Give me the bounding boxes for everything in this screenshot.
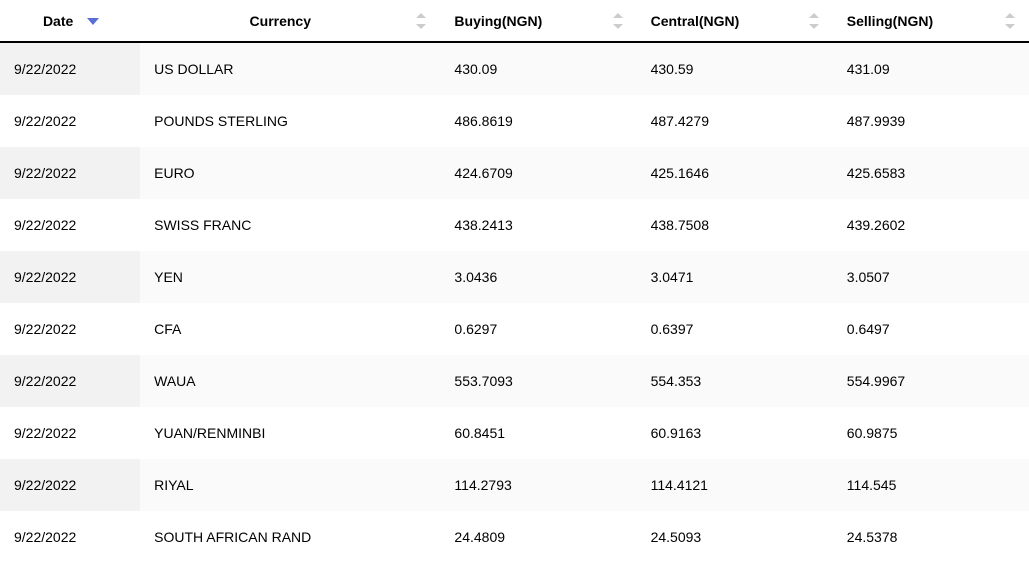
table-row: 9/22/2022SWISS FRANC438.2413438.7508439.… [0,199,1029,251]
chevron-up-icon [613,13,623,18]
cell-selling: 425.6583 [833,147,1029,199]
cell-date: 9/22/2022 [0,251,140,303]
sort-icon-date[interactable] [87,14,97,28]
cell-currency: WAUA [140,355,440,407]
cell-buying: 3.0436 [440,251,636,303]
cell-currency: SOUTH AFRICAN RAND [140,511,440,563]
cell-date: 9/22/2022 [0,355,140,407]
chevron-down-icon [416,24,426,29]
sort-icon-currency[interactable] [416,14,426,28]
cell-buying: 430.09 [440,42,636,95]
table-row: 9/22/2022US DOLLAR430.09430.59431.09 [0,42,1029,95]
cell-buying: 553.7093 [440,355,636,407]
cell-central: 0.6397 [637,303,833,355]
col-header-date[interactable]: Date [0,0,140,42]
cell-date: 9/22/2022 [0,95,140,147]
cell-buying: 424.6709 [440,147,636,199]
chevron-down-icon [613,24,623,29]
chevron-up-icon [809,13,819,18]
cell-buying: 486.8619 [440,95,636,147]
table-row: 9/22/2022WAUA553.7093554.353554.9967 [0,355,1029,407]
cell-central: 425.1646 [637,147,833,199]
cell-selling: 431.09 [833,42,1029,95]
chevron-up-icon [416,13,426,18]
cell-buying: 0.6297 [440,303,636,355]
cell-selling: 439.2602 [833,199,1029,251]
cell-currency: SWISS FRANC [140,199,440,251]
cell-date: 9/22/2022 [0,303,140,355]
cell-central: 3.0471 [637,251,833,303]
cell-selling: 487.9939 [833,95,1029,147]
cell-currency: POUNDS STERLING [140,95,440,147]
cell-selling: 554.9967 [833,355,1029,407]
cell-currency: US DOLLAR [140,42,440,95]
cell-currency: CFA [140,303,440,355]
col-header-buying-label: Buying(NGN) [454,13,542,29]
cell-selling: 24.5378 [833,511,1029,563]
exchange-rates-table: Date Currency Buying(NGN) [0,0,1029,563]
cell-central: 438.7508 [637,199,833,251]
cell-currency: EURO [140,147,440,199]
sort-icon-selling[interactable] [1005,14,1015,28]
table-header-row: Date Currency Buying(NGN) [0,0,1029,42]
cell-buying: 24.4809 [440,511,636,563]
col-header-selling-label: Selling(NGN) [847,13,933,29]
col-header-currency[interactable]: Currency [140,0,440,42]
table-row: 9/22/2022EURO424.6709425.1646425.6583 [0,147,1029,199]
cell-buying: 438.2413 [440,199,636,251]
cell-selling: 3.0507 [833,251,1029,303]
col-header-central[interactable]: Central(NGN) [637,0,833,42]
cell-date: 9/22/2022 [0,147,140,199]
col-header-buying[interactable]: Buying(NGN) [440,0,636,42]
chevron-down-icon [87,18,99,25]
table-row: 9/22/2022YEN3.04363.04713.0507 [0,251,1029,303]
cell-currency: YEN [140,251,440,303]
chevron-down-icon [809,24,819,29]
table-row: 9/22/2022SOUTH AFRICAN RAND24.480924.509… [0,511,1029,563]
cell-currency: RIYAL [140,459,440,511]
cell-selling: 114.545 [833,459,1029,511]
sort-icon-buying[interactable] [613,14,623,28]
cell-central: 554.353 [637,355,833,407]
cell-date: 9/22/2022 [0,199,140,251]
cell-buying: 60.8451 [440,407,636,459]
cell-buying: 114.2793 [440,459,636,511]
chevron-up-icon [1005,13,1015,18]
col-header-date-label: Date [43,13,73,29]
col-header-currency-label: Currency [250,13,311,29]
table-row: 9/22/2022CFA0.62970.63970.6497 [0,303,1029,355]
cell-selling: 0.6497 [833,303,1029,355]
col-header-selling[interactable]: Selling(NGN) [833,0,1029,42]
col-header-central-label: Central(NGN) [651,13,740,29]
table-body: 9/22/2022US DOLLAR430.09430.59431.099/22… [0,42,1029,563]
cell-central: 487.4279 [637,95,833,147]
cell-selling: 60.9875 [833,407,1029,459]
sort-icon-central[interactable] [809,14,819,28]
cell-central: 114.4121 [637,459,833,511]
chevron-down-icon [1005,24,1015,29]
cell-date: 9/22/2022 [0,511,140,563]
table-row: 9/22/2022YUAN/RENMINBI60.845160.916360.9… [0,407,1029,459]
cell-central: 60.9163 [637,407,833,459]
cell-date: 9/22/2022 [0,42,140,95]
table-row: 9/22/2022RIYAL114.2793114.4121114.545 [0,459,1029,511]
cell-date: 9/22/2022 [0,407,140,459]
table-row: 9/22/2022POUNDS STERLING486.8619487.4279… [0,95,1029,147]
cell-central: 24.5093 [637,511,833,563]
cell-date: 9/22/2022 [0,459,140,511]
cell-currency: YUAN/RENMINBI [140,407,440,459]
cell-central: 430.59 [637,42,833,95]
